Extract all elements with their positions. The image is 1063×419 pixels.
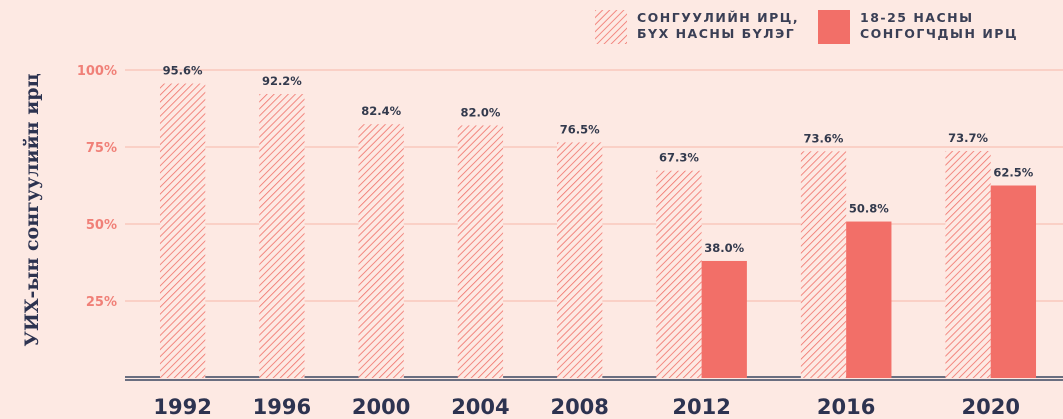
bar [457,125,504,378]
legend-swatch [818,10,850,44]
bar [846,221,892,378]
y-tick-label: 100% [77,64,117,79]
bar [159,83,206,378]
value-label: 50.8% [849,202,889,216]
x-tick-label: 2012 [672,395,730,419]
x-tick-label: 2008 [550,395,608,419]
value-label: 38.0% [704,241,744,255]
bar [358,124,404,378]
value-label: 82.0% [460,105,500,119]
y-axis-label: УИХ-ын сонгуулийн ирц [21,73,43,346]
bar [945,151,991,378]
legend-swatch [595,10,627,44]
value-label: 62.5% [993,166,1033,180]
bar [656,170,702,378]
value-label: 67.3% [659,151,699,165]
y-tick-label: 50% [86,218,117,233]
bar [990,185,1037,378]
y-tick-label: 75% [86,141,117,156]
bar [701,260,747,378]
bar [259,94,305,379]
value-label: 82.4% [361,104,401,118]
x-tick-label: 1996 [253,395,311,419]
x-tick-label: 2000 [352,395,410,419]
value-label: 76.5% [560,122,600,136]
x-tick-label: 2016 [817,395,875,419]
bar [557,142,603,378]
value-label: 73.7% [948,131,988,145]
legend-item: 18-25 НАСНЫ СОНГОГЧДЫН ИРЦ [818,10,1018,44]
bar [800,151,847,378]
legend-label: СОНГУУЛИЙН ИРЦ, БҮХ НАСНЫ БҮЛЭГ [637,10,800,41]
x-tick-label: 1992 [153,395,211,419]
legend-label: 18-25 НАСНЫ СОНГОГЧДЫН ИРЦ [860,10,1019,41]
value-label: 73.6% [804,131,844,145]
x-tick-label: 2020 [961,395,1019,419]
value-label: 92.2% [262,74,302,88]
legend-item: СОНГУУЛИЙН ИРЦ, БҮХ НАСНЫ БҮЛЭГ [595,10,799,44]
value-label: 95.6% [163,64,203,78]
x-tick-label: 2004 [451,395,509,419]
y-tick-label: 25% [86,295,117,310]
